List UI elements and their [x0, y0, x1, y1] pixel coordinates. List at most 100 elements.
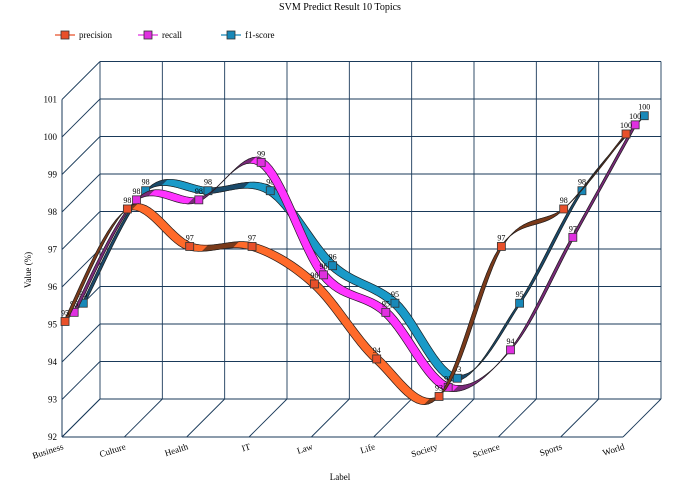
y-tick-label: 97: [48, 245, 58, 255]
grid-line-floor: [373, 398, 412, 438]
data-point-recall: [319, 270, 328, 280]
data-label-precision: 97: [497, 233, 505, 242]
x-tick-label: Law: [296, 441, 315, 456]
data-point-f1-score: [515, 298, 525, 308]
grid-line-floor: [311, 398, 350, 438]
ribbon-segment: [551, 228, 562, 243]
grid-line-floor: [248, 398, 288, 438]
data-point-recall: [132, 195, 141, 205]
y-tick-label: 100: [44, 132, 58, 142]
data-point-recall: [568, 232, 578, 242]
ribbon-segment: [538, 287, 549, 302]
data-point-recall: [256, 157, 266, 167]
grid-line-side: [61, 361, 101, 400]
series-line-recall: [70, 127, 633, 392]
data-label-precision: 94: [373, 346, 381, 355]
data-label-precision: 97: [186, 233, 194, 242]
data-point-f1-score: [639, 111, 649, 121]
grid-line-floor: [124, 398, 163, 438]
data-label-f1-score: 96: [329, 253, 337, 262]
data-label-f1-score: 98: [204, 178, 212, 187]
data-point-f1-score: [452, 373, 462, 383]
x-tick-label: Science: [471, 441, 501, 459]
data-label-f1-score: 93: [453, 365, 461, 374]
data-label-precision: 95: [61, 308, 69, 317]
x-tick-label: Business: [31, 441, 65, 461]
data-label-recall: 96: [319, 262, 327, 271]
data-label-precision: 93: [435, 383, 443, 392]
x-tick-label: Life: [359, 441, 376, 455]
data-point-precision: [247, 242, 257, 251]
data-label-precision: 97: [248, 233, 256, 242]
data-point-precision: [621, 129, 631, 139]
data-label-recall: 94: [506, 337, 514, 346]
data-label-precision: 98: [560, 196, 568, 205]
legend-label-recall: recall: [162, 30, 182, 40]
data-label-recall: 98: [195, 187, 203, 196]
data-label-recall: 95: [382, 299, 390, 308]
data-label-recall: 98: [132, 187, 140, 196]
ribbon-segment: [613, 148, 624, 163]
legend-marker-precision: [60, 30, 70, 40]
ribbon-segment: [547, 236, 558, 251]
ribbon-segment: [591, 186, 603, 202]
data-point-f1-score: [577, 186, 587, 196]
ribbon-segment: [539, 251, 551, 266]
x-tick-label: Health: [163, 441, 189, 458]
grid-line-floor: [498, 398, 537, 438]
data-point-recall: [630, 120, 640, 130]
y-tick-label: 96: [48, 282, 58, 292]
grid-line-side: [61, 136, 101, 175]
ribbon-segment: [553, 256, 565, 271]
ribbon-segment: [546, 271, 557, 287]
y-axis-title: Value (%): [23, 252, 33, 288]
ribbon-segment: [557, 248, 569, 263]
ribbon-segment: [543, 243, 555, 258]
data-label-recall: 93: [444, 374, 452, 383]
ribbon-segment: [530, 302, 542, 317]
series-line-back-recall: [76, 121, 639, 386]
y-tick-label: 98: [48, 207, 58, 217]
y-tick-label: 101: [44, 95, 58, 105]
data-label-precision: 100: [620, 121, 632, 130]
y-tick-label: 94: [48, 357, 58, 367]
data-point-precision: [122, 204, 132, 214]
y-tick-label: 95: [48, 320, 58, 330]
ribbon-segment: [600, 170, 612, 186]
ribbon-segment: [555, 221, 566, 236]
data-point-precision: [60, 317, 70, 326]
ribbon-segment: [586, 195, 598, 210]
grid-line-floor: [560, 398, 599, 438]
data-point-precision: [496, 242, 506, 251]
data-point-precision: [309, 279, 319, 289]
data-label-precision: 96: [310, 271, 318, 280]
data-label-f1-score: 98: [266, 178, 274, 187]
data-point-f1-score: [390, 298, 400, 308]
chart-title: SVM Predict Result 10 Topics: [279, 2, 401, 13]
legend-label-precision: precision: [79, 30, 112, 40]
ribbon-segment: [550, 263, 561, 279]
data-label-f1-score: 95: [516, 290, 524, 299]
data-point-recall: [381, 307, 391, 317]
data-label-f1-score: 95: [391, 290, 399, 299]
data-point-recall: [194, 195, 204, 205]
series-ribbon-precision: 95 98 97 97 96 94 93 97 98 100: [60, 121, 632, 406]
data-point-precision: [185, 242, 195, 251]
ribbon-segment: [582, 203, 594, 218]
data-point-precision: [434, 392, 444, 401]
ribbon-segment: [561, 241, 573, 256]
data-point-f1-score: [328, 261, 338, 271]
ribbon-segment: [531, 266, 543, 281]
data-label-f1-score: 98: [578, 178, 586, 187]
grid-line-side: [61, 248, 101, 288]
ribbon-segment: [604, 163, 616, 178]
legend-marker-recall: [143, 30, 153, 40]
legend: precision recall f1-score: [55, 30, 274, 40]
grid-line-side: [61, 98, 101, 138]
data-label-f1-score: 100: [638, 103, 650, 112]
x-tick-label: Society: [410, 441, 439, 459]
x-tick-label: Sports: [538, 441, 563, 458]
data-label-recall: 100: [629, 112, 641, 121]
ribbon-segment: [535, 258, 547, 273]
